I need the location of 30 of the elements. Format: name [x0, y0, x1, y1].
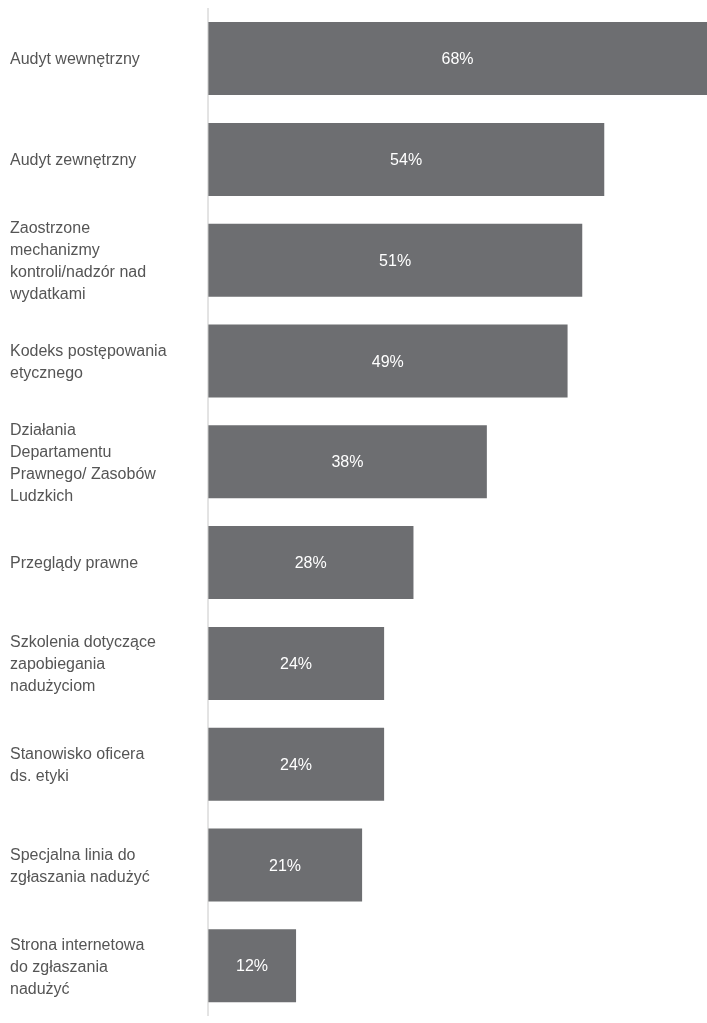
- y-tick-label: Kodeks postępowania etycznego: [10, 341, 167, 381]
- data-label: 24%: [280, 655, 313, 673]
- y-tick-label: Przeglądy prawne: [10, 553, 139, 571]
- data-label: 68%: [441, 50, 474, 68]
- y-tick-label: Specjalna linia do zgłaszania nadużyć: [10, 845, 150, 885]
- y-tick-label: Strona internetowa do zgłaszania nadużyć: [10, 935, 145, 997]
- bar: [208, 828, 363, 902]
- bar: [208, 425, 487, 499]
- data-label: 49%: [371, 352, 404, 370]
- data-label: 51%: [379, 251, 412, 269]
- bar: [208, 929, 297, 1003]
- bar: [208, 223, 583, 297]
- y-tick-label: Szkolenia dotyczące zapobiegania nadużyciom: [10, 632, 156, 694]
- y-tick-label: Działania Departamentu Prawnego/ Zasobów Ludzkich: [10, 420, 157, 504]
- bar: [208, 727, 385, 801]
- y-tick-label: Stanowisko oficera ds. etyki: [10, 744, 145, 784]
- data-label: 28%: [294, 554, 327, 572]
- bar: [208, 526, 414, 600]
- bar: [208, 122, 605, 196]
- y-tick-label: Audyt wewnętrzny: [10, 49, 140, 67]
- data-label: 24%: [280, 755, 313, 773]
- data-label: 12%: [236, 957, 269, 975]
- bar: [208, 324, 568, 398]
- y-tick-label: Zaostrzone mechanizmy kontroli/nadzór nad wydatkami: [9, 218, 147, 302]
- y-tick-label: Audyt zewnętrzny: [10, 150, 137, 168]
- data-label: 21%: [269, 856, 302, 874]
- data-label: 38%: [331, 453, 364, 471]
- bar: [208, 626, 385, 700]
- data-label: 54%: [390, 151, 423, 169]
- bar: [208, 22, 707, 96]
